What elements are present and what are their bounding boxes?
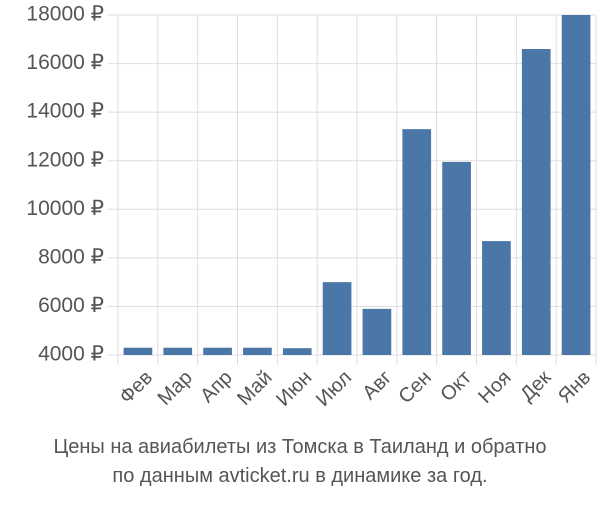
- x-tick-label: Сен: [394, 367, 435, 408]
- bar: [482, 241, 511, 355]
- y-tick-label: 4000 ₽: [38, 343, 104, 366]
- x-tick-label: Янв: [554, 367, 595, 408]
- x-tick-label: Апр: [196, 367, 237, 408]
- bar: [124, 348, 153, 355]
- bar: [163, 348, 192, 355]
- y-tick-label: 14000 ₽: [26, 100, 104, 123]
- y-tick-label: 16000 ₽: [26, 51, 104, 74]
- x-tick-label: Фев: [115, 367, 157, 409]
- y-tick-label: 8000 ₽: [38, 245, 104, 268]
- bar: [243, 348, 272, 355]
- bar: [442, 162, 471, 355]
- x-tick-label: Июл: [312, 367, 356, 411]
- bar: [363, 309, 392, 355]
- y-tick-label: 18000 ₽: [26, 3, 104, 26]
- bar: [323, 282, 352, 355]
- x-tick-label: Дек: [516, 366, 555, 405]
- x-tick-label: Май: [233, 367, 276, 410]
- bar: [562, 15, 591, 355]
- y-tick-label: 10000 ₽: [26, 197, 104, 220]
- x-tick-label: Мар: [154, 367, 197, 410]
- x-tick-label: Окт: [436, 367, 475, 406]
- y-tick-label: 6000 ₽: [38, 294, 104, 317]
- bar: [203, 348, 232, 355]
- chart-title: по данным avticket.ru в динамике за год.: [112, 465, 487, 487]
- chart-title: Цены на авиабилеты из Томска в Таиланд и…: [53, 436, 546, 458]
- bar: [522, 49, 551, 355]
- x-tick-label: Июн: [272, 367, 316, 411]
- bar: [402, 129, 431, 355]
- bar: [283, 348, 312, 355]
- x-tick-label: Авг: [358, 367, 396, 405]
- y-tick-label: 12000 ₽: [26, 148, 104, 171]
- x-tick-label: Ноя: [474, 367, 515, 408]
